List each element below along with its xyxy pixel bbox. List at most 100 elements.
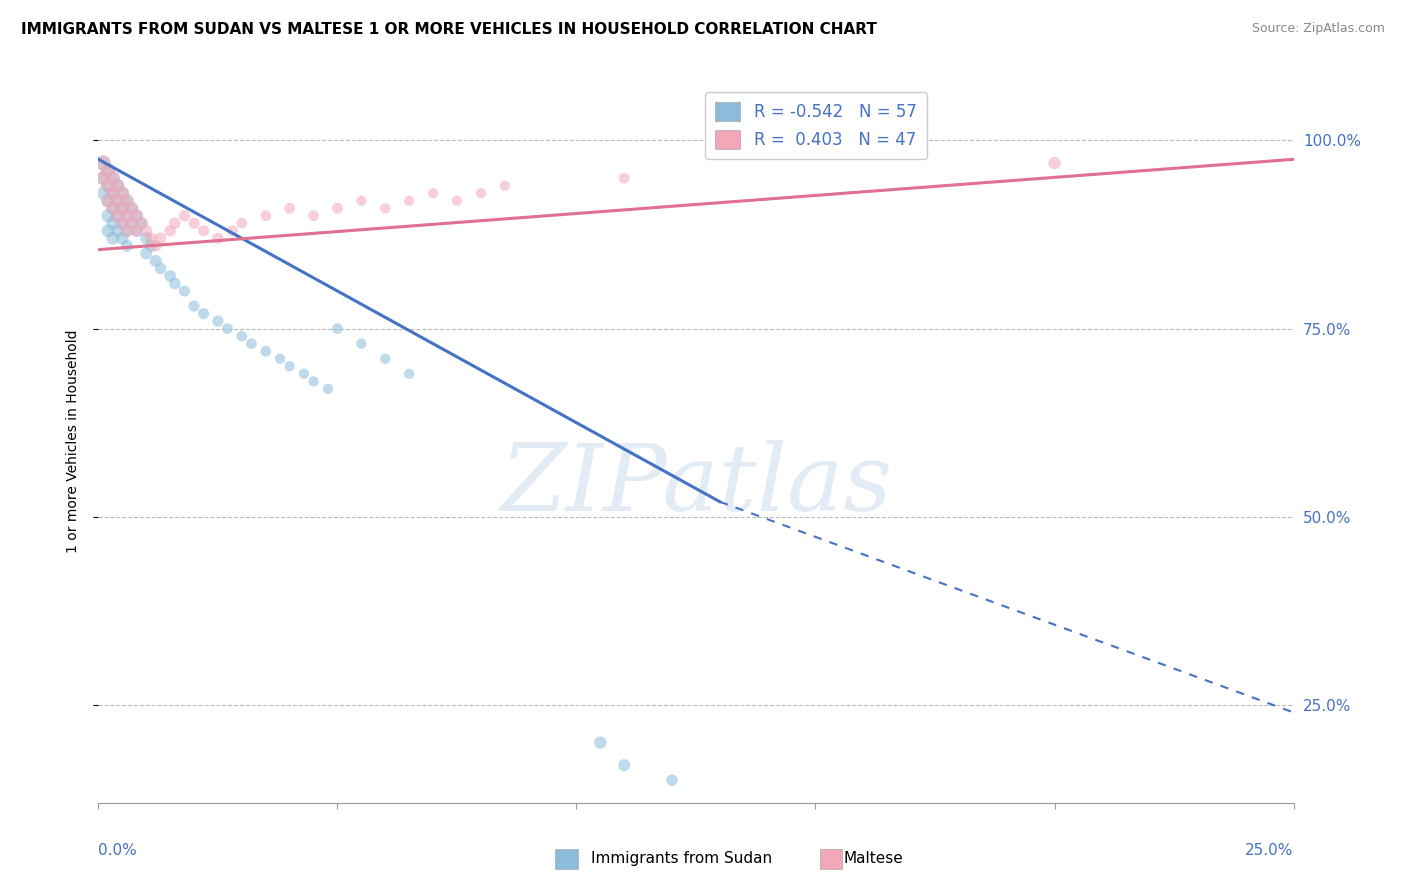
Point [125,224,148,238]
Point [97,194,120,208]
Point [589,735,612,749]
Point [145,254,167,268]
Point [159,224,181,238]
Point [107,178,129,193]
Point [131,216,153,230]
Point [111,231,134,245]
Point [101,186,124,201]
Point [159,268,181,283]
Point [302,209,325,223]
Point [173,209,195,223]
Point [121,216,143,230]
Point [91,171,114,186]
Point [278,359,301,374]
Point [111,201,134,215]
Point [231,329,253,343]
Point [326,321,349,335]
Point [97,163,120,178]
Point [446,194,468,208]
Text: ZIPatlas: ZIPatlas [501,440,891,530]
Point [115,209,138,223]
Point [613,171,636,186]
Point [115,224,138,238]
Point [111,201,134,215]
Point [97,194,120,208]
Point [470,186,492,201]
Point [163,216,186,230]
Point [101,231,124,245]
Point [374,351,396,366]
Point [269,351,291,366]
Point [101,201,124,215]
Point [139,239,162,253]
Point [326,201,349,215]
Point [97,209,120,223]
Point [240,336,263,351]
Point [183,299,205,313]
Point [91,156,114,170]
Point [115,194,138,208]
Text: IMMIGRANTS FROM SUDAN VS MALTESE 1 OR MORE VEHICLES IN HOUSEHOLD CORRELATION CHA: IMMIGRANTS FROM SUDAN VS MALTESE 1 OR MO… [21,22,877,37]
Point [207,231,229,245]
Point [135,231,157,245]
Point [91,186,114,201]
Text: 25.0%: 25.0% [1246,843,1294,857]
Point [111,186,134,201]
Point [350,194,373,208]
Point [97,178,120,193]
Point [101,171,124,186]
Point [1043,156,1066,170]
Point [111,216,134,230]
Point [107,224,129,238]
Point [316,382,339,396]
Point [125,224,148,238]
Point [121,201,143,215]
Point [173,284,195,298]
Point [107,194,129,208]
Point [111,216,134,230]
Point [91,171,114,186]
Point [398,367,420,381]
Text: Source: ZipAtlas.com: Source: ZipAtlas.com [1251,22,1385,36]
Point [97,224,120,238]
Text: Maltese: Maltese [844,851,903,865]
Text: Immigrants from Sudan: Immigrants from Sudan [591,851,772,865]
Point [125,209,148,223]
Point [278,201,301,215]
Point [115,224,138,238]
Point [661,773,683,788]
Point [422,186,444,201]
Point [107,178,129,193]
Point [131,216,153,230]
Point [111,186,134,201]
Y-axis label: 1 or more Vehicles in Household: 1 or more Vehicles in Household [66,330,80,553]
Point [254,209,277,223]
Point [115,209,138,223]
Point [139,231,162,245]
Point [494,178,516,193]
Point [135,246,157,260]
Point [107,209,129,223]
Point [135,224,157,238]
Point [374,201,396,215]
Point [398,194,420,208]
Point [115,239,138,253]
Point [231,216,253,230]
Point [217,321,239,335]
Point [101,216,124,230]
Point [193,307,215,321]
Point [207,314,229,328]
Point [121,216,143,230]
Point [125,209,148,223]
Legend: R = -0.542   N = 57, R =  0.403   N = 47: R = -0.542 N = 57, R = 0.403 N = 47 [706,92,927,159]
Point [254,344,277,359]
Point [149,261,172,276]
Point [221,224,243,238]
Point [145,239,167,253]
Point [302,375,325,389]
Point [101,186,124,201]
Point [149,231,172,245]
Point [193,224,215,238]
Point [107,194,129,208]
Point [613,758,636,772]
